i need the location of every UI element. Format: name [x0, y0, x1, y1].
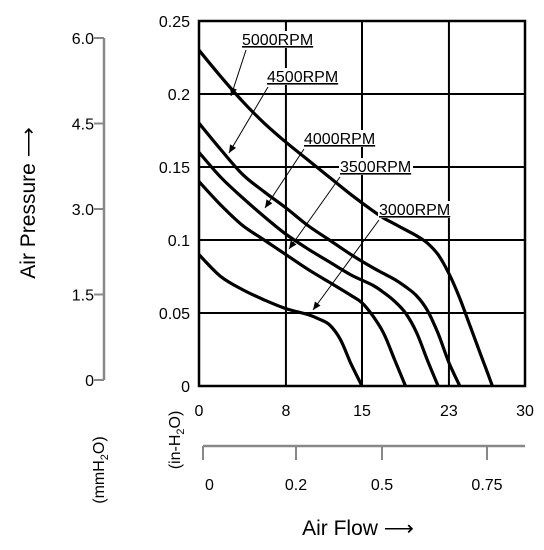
label-background	[266, 68, 340, 85]
y-tick-label: 0	[181, 379, 190, 396]
x2-tick-label: 0.75	[471, 477, 502, 494]
y-tick-label: 0.15	[159, 160, 190, 177]
y-tick-label: 0.25	[159, 14, 190, 31]
label-arrowhead	[230, 87, 237, 96]
label-background	[241, 31, 315, 48]
x-tick-label: 23	[440, 403, 458, 420]
series-line-3500rpm	[199, 180, 408, 386]
x2-tick-label: 0.5	[371, 477, 393, 494]
series-label: 5000RPM	[242, 32, 313, 49]
x-tick-label: 0	[195, 403, 204, 420]
y2-tick-label: 3.0	[72, 202, 94, 219]
label-leader-line	[230, 49, 247, 97]
x2-tick-label: 0.2	[285, 477, 307, 494]
label-arrowhead	[229, 144, 237, 153]
series-label: 4500RPM	[267, 69, 338, 86]
label-arrowhead	[289, 240, 297, 249]
series-label: 4000RPM	[304, 131, 375, 148]
label-arrowhead	[313, 301, 321, 310]
label-leader-line	[264, 148, 305, 209]
y-tick-label: 0.1	[168, 233, 190, 250]
series-line-5000rpm	[199, 48, 494, 386]
series-line-4500rpm	[199, 121, 462, 386]
y2-tick-label: 1.5	[72, 288, 94, 305]
x-axis-title: Air Flow ⟶	[302, 517, 414, 540]
label-leader-line	[312, 219, 380, 311]
x-tick-labels: 0 8 15 23 30	[195, 403, 534, 420]
label-leader-line	[288, 176, 341, 250]
label-background	[303, 130, 377, 147]
y2-tick-label: 4.5	[72, 117, 94, 134]
y2-unit-label: (mmH2O)	[91, 436, 111, 503]
x2-tick-label: 0	[205, 477, 214, 494]
series-line-4000rpm	[199, 150, 440, 386]
y-tick-labels: 0 0.05 0.1 0.15 0.2 0.25	[159, 14, 190, 396]
x-tick-label: 15	[353, 403, 371, 420]
series-labels: 5000RPM 4500RPM 4000RPM 3500RPM 3000RPM	[228, 31, 452, 311]
x-tick-label: 8	[281, 403, 290, 420]
y2-tick-label: 6.0	[72, 31, 94, 48]
y2-tick-label: 0	[85, 373, 94, 390]
y-axis-title: Air Pressure ⟶	[17, 127, 40, 278]
series-label: 3000RPM	[379, 202, 450, 219]
y-tick-label: 0.2	[168, 87, 190, 104]
series-group	[199, 48, 494, 386]
label-leader-line	[228, 86, 269, 154]
series-label: 3500RPM	[340, 159, 411, 176]
label-background	[339, 158, 413, 175]
secondary-x-axis: 0 0.2 0.5 0.75	[202, 444, 525, 494]
label-background	[378, 201, 452, 218]
secondary-y-axis: 0 1.5 3.0 4.5 6.0	[72, 31, 106, 390]
x-tick-label: 30	[516, 403, 534, 420]
x-primary-unit-label: (in-H2O)	[167, 411, 187, 470]
y-tick-label: 0.05	[159, 306, 190, 323]
label-arrowhead	[265, 199, 273, 208]
plot-frame	[197, 19, 527, 388]
series-line-3000rpm	[199, 253, 364, 386]
